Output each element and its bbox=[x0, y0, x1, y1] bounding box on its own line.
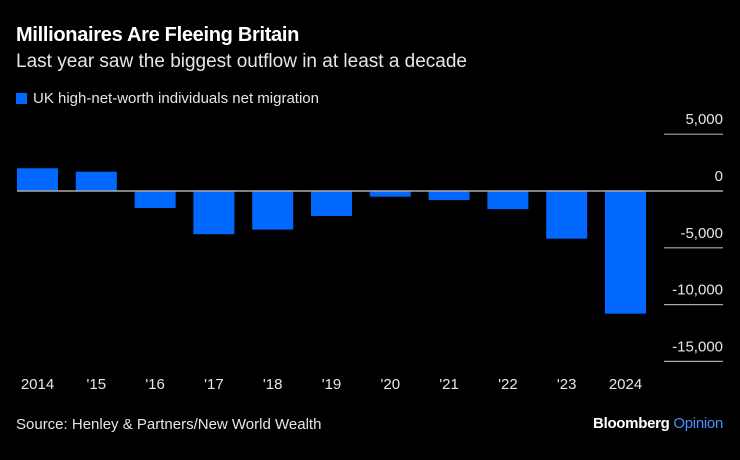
x-tick-label: '16 bbox=[145, 376, 165, 393]
legend-swatch bbox=[16, 93, 27, 104]
chart-title: Millionaires Are Fleeing Britain bbox=[16, 24, 300, 46]
source-note: Source: Henley & Partners/New World Weal… bbox=[16, 416, 322, 433]
x-tick-label: 2014 bbox=[21, 376, 54, 393]
x-tick-label: '15 bbox=[87, 376, 107, 393]
bar bbox=[487, 191, 529, 210]
bar bbox=[428, 191, 470, 201]
bloomberg-opinion-logo: Bloomberg Opinion bbox=[593, 415, 723, 432]
x-tick-label: '19 bbox=[322, 376, 342, 393]
x-tick-label: '20 bbox=[381, 376, 401, 393]
bar bbox=[17, 168, 58, 191]
x-tick-label: '23 bbox=[557, 376, 577, 393]
y-tick-label: -10,000 bbox=[672, 282, 723, 299]
x-tick-label: 2024 bbox=[609, 376, 642, 393]
chart-subtitle: Last year saw the biggest outflow in at … bbox=[16, 51, 467, 72]
x-tick-label: '22 bbox=[498, 376, 518, 393]
y-tick-label: 5,000 bbox=[685, 111, 723, 128]
bar bbox=[134, 191, 176, 209]
legend-label: UK high-net-worth individuals net migrat… bbox=[33, 90, 319, 107]
x-tick-label: '18 bbox=[263, 376, 283, 393]
bar bbox=[546, 191, 588, 239]
bar bbox=[311, 191, 352, 216]
y-tick-label: -15,000 bbox=[672, 338, 723, 355]
y-tick-label: 0 bbox=[715, 168, 723, 185]
bar bbox=[369, 191, 411, 197]
x-tick-label: '17 bbox=[204, 376, 224, 393]
bar bbox=[605, 191, 646, 314]
y-tick-label: -5,000 bbox=[680, 225, 723, 242]
x-tick-label: '21 bbox=[439, 376, 459, 393]
legend: UK high-net-worth individuals net migrat… bbox=[16, 90, 319, 107]
logo-suffix: Opinion bbox=[673, 415, 723, 432]
bar bbox=[193, 191, 235, 235]
bar bbox=[252, 191, 294, 230]
bar bbox=[75, 171, 117, 191]
logo-brand: Bloomberg bbox=[593, 415, 670, 432]
